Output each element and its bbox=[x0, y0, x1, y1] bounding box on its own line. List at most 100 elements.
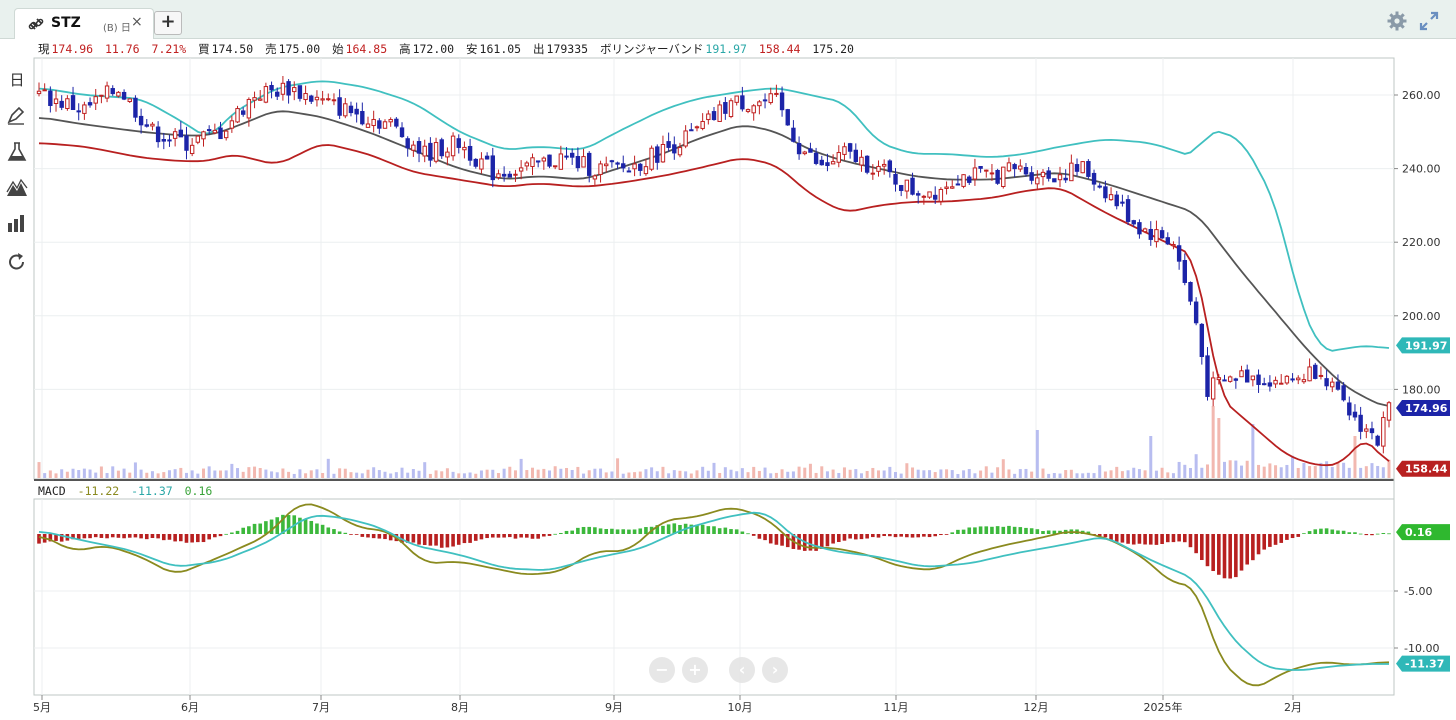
macd-histogram-bar bbox=[343, 532, 348, 534]
candle-body bbox=[1369, 428, 1375, 434]
volume-bar bbox=[1279, 467, 1283, 478]
expand-icon[interactable] bbox=[1418, 10, 1440, 32]
volume-bar bbox=[882, 470, 886, 478]
volume-bar bbox=[60, 469, 64, 478]
volume-bar bbox=[1330, 466, 1334, 478]
candle-body bbox=[1012, 164, 1017, 170]
price-badge-text: 174.96 bbox=[1405, 402, 1448, 415]
macd-histogram-bar bbox=[1029, 528, 1034, 534]
candle-body bbox=[898, 185, 904, 191]
macd-histogram-bar bbox=[542, 534, 546, 537]
scroll-right-button[interactable]: › bbox=[762, 657, 788, 683]
macd-histogram-bar bbox=[876, 534, 881, 538]
lower-band-badge-text: 158.44 bbox=[1405, 463, 1448, 476]
scroll-left-button[interactable]: ‹ bbox=[729, 657, 755, 683]
candle-body bbox=[167, 139, 172, 142]
candle-body bbox=[1364, 428, 1369, 432]
candle-body bbox=[1296, 377, 1301, 381]
refresh-icon[interactable] bbox=[4, 250, 30, 274]
volume-bar bbox=[1376, 465, 1380, 478]
macd-histogram-bar bbox=[213, 534, 217, 538]
candle-body bbox=[365, 123, 371, 128]
candle-body bbox=[1324, 378, 1329, 387]
candle-body bbox=[473, 158, 478, 167]
candle-body bbox=[655, 146, 660, 163]
candle-body bbox=[1001, 166, 1006, 188]
candle-body bbox=[1069, 162, 1074, 182]
add-tab-button[interactable]: + bbox=[154, 11, 182, 35]
macd-histogram-bar bbox=[819, 534, 824, 549]
zoom-out-button[interactable]: − bbox=[649, 657, 675, 683]
macd-histogram-bar bbox=[734, 529, 739, 534]
macd-histogram-bar bbox=[536, 534, 540, 539]
symbol-tab[interactable]: STZ (B) 日 × bbox=[14, 8, 154, 39]
candle-body bbox=[677, 147, 683, 156]
volume-bar bbox=[667, 473, 671, 478]
close-tab-icon[interactable]: × bbox=[131, 14, 143, 30]
candle-body bbox=[445, 151, 450, 158]
period-button[interactable]: 日 bbox=[9, 71, 25, 89]
candle-body bbox=[1188, 281, 1193, 302]
candle-body bbox=[235, 108, 240, 123]
macd-histogram-bar bbox=[156, 534, 160, 539]
macd-histogram-bar bbox=[496, 534, 501, 538]
bar-chart-icon[interactable] bbox=[4, 212, 30, 236]
volume-bar bbox=[1313, 466, 1317, 478]
volume-bar bbox=[689, 473, 693, 478]
candle-body bbox=[916, 193, 921, 196]
macd-histogram-bar bbox=[978, 526, 983, 534]
candle-body bbox=[428, 142, 433, 161]
symbol-label: STZ bbox=[51, 15, 81, 31]
candle-body bbox=[1091, 172, 1097, 185]
volume-bar bbox=[1177, 461, 1181, 478]
macd-histogram-bar bbox=[76, 534, 81, 540]
candle-body bbox=[1159, 230, 1165, 239]
mountain-chart-icon[interactable] bbox=[4, 176, 30, 200]
volume-bar bbox=[854, 469, 858, 478]
macd-histogram-bar bbox=[1302, 533, 1306, 535]
macd-histogram-bar bbox=[1364, 534, 1369, 536]
gear-icon[interactable] bbox=[1386, 10, 1408, 32]
candle-body bbox=[1035, 177, 1040, 185]
macd-tick-label: -5.00 bbox=[1404, 585, 1432, 598]
macd-histogram-bar bbox=[1375, 533, 1380, 535]
candle-body bbox=[1205, 355, 1210, 397]
macd-histogram-bar bbox=[82, 534, 87, 539]
candle-body bbox=[706, 113, 711, 121]
macd-histogram-bar bbox=[71, 534, 75, 540]
volume-bar bbox=[502, 468, 506, 478]
candle-body bbox=[1273, 379, 1278, 385]
macd-histogram-bar bbox=[1018, 527, 1023, 534]
volume-bar bbox=[1007, 469, 1011, 478]
macd-histogram-bar bbox=[451, 534, 455, 547]
macd-histogram-bar bbox=[1279, 534, 1284, 543]
volume-value: 179335 bbox=[546, 42, 589, 56]
candle-body bbox=[1227, 376, 1233, 382]
volume-bar bbox=[621, 473, 625, 478]
candle-body bbox=[978, 166, 983, 169]
macd-histogram-bar bbox=[1154, 534, 1159, 545]
volume-bar bbox=[1262, 466, 1266, 478]
candle-body bbox=[910, 177, 915, 195]
draw-pen-icon[interactable] bbox=[4, 104, 30, 128]
volume-bar bbox=[757, 470, 761, 478]
macd-histogram-bar bbox=[1109, 534, 1113, 541]
volume-bar bbox=[695, 470, 699, 478]
candle-body bbox=[745, 109, 751, 112]
macd-histogram-bar bbox=[610, 528, 614, 534]
macd-histogram-bar bbox=[179, 534, 183, 542]
macd-histogram-bar bbox=[1194, 534, 1198, 554]
candle-body bbox=[802, 151, 807, 155]
candle-body bbox=[967, 176, 972, 183]
signal-value: -11.37 bbox=[131, 484, 173, 498]
candle-body bbox=[189, 144, 195, 155]
macd-histogram-bar bbox=[462, 534, 467, 544]
candle-body bbox=[1182, 260, 1187, 283]
volume-bar bbox=[355, 472, 359, 478]
lower-band-badge-shape bbox=[1396, 460, 1450, 477]
volume-bar bbox=[769, 473, 773, 478]
zoom-in-button[interactable]: + bbox=[682, 657, 708, 683]
flask-icon[interactable] bbox=[4, 140, 30, 164]
macd-info-bar: MACD -11.22 -11.37 0.16 bbox=[38, 484, 217, 498]
